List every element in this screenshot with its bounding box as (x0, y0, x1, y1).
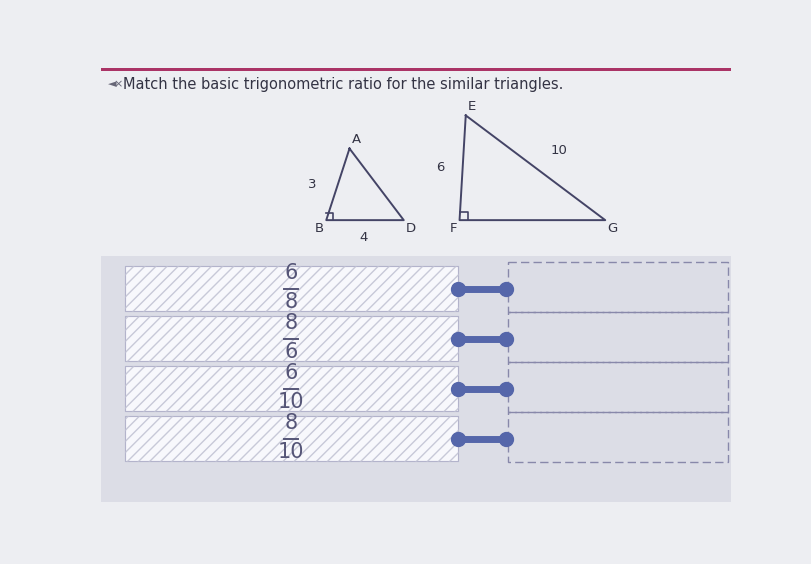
Text: 10: 10 (278, 442, 304, 462)
Text: 4: 4 (358, 231, 367, 244)
Bar (125, 367, 457, 411)
Text: ×: × (114, 80, 123, 90)
Text: 10: 10 (278, 392, 304, 412)
Text: F: F (449, 222, 457, 235)
Text: 10: 10 (551, 144, 567, 157)
Text: E: E (467, 100, 476, 113)
Text: A: A (351, 133, 361, 146)
Bar (125, 266, 457, 311)
Text: 6: 6 (285, 363, 298, 382)
Text: 6: 6 (436, 161, 444, 174)
Text: B: B (315, 222, 324, 235)
Text: 6: 6 (285, 342, 298, 362)
Bar (125, 416, 457, 461)
Bar (125, 316, 457, 361)
Text: 6: 6 (285, 262, 298, 283)
Bar (508, 412, 727, 462)
Bar (508, 262, 727, 312)
Text: ◄: ◄ (108, 80, 116, 90)
Text: G: G (607, 222, 617, 235)
Bar (125, 316, 457, 361)
Bar (125, 416, 457, 461)
Text: 8: 8 (285, 312, 298, 333)
Text: D: D (406, 222, 416, 235)
Text: 3: 3 (308, 178, 316, 191)
Bar (125, 266, 457, 311)
Text: 8: 8 (285, 413, 298, 433)
Bar (508, 362, 727, 412)
Text: 8: 8 (285, 292, 298, 312)
Bar (508, 312, 727, 362)
Text: Match the basic trigonometric ratio for the similar triangles.: Match the basic trigonometric ratio for … (123, 77, 563, 92)
Bar (101, 68, 730, 70)
Bar (101, 256, 730, 502)
Bar (125, 367, 457, 411)
